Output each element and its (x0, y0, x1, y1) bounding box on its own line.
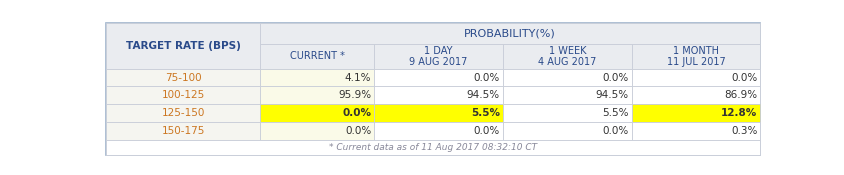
Text: 100-125: 100-125 (161, 90, 204, 100)
Bar (260, 122, 374, 140)
Text: 94.5%: 94.5% (595, 90, 628, 100)
Bar (502, 44, 631, 69)
Text: TARGET RATE (BPS): TARGET RATE (BPS) (126, 41, 241, 51)
Text: 0.0%: 0.0% (344, 126, 371, 136)
Bar (631, 44, 760, 69)
Bar (374, 44, 502, 69)
Bar (502, 122, 631, 140)
Bar (106, 104, 260, 122)
Bar (106, 140, 759, 155)
Bar (260, 44, 374, 69)
Bar (631, 122, 760, 140)
Text: 0.3%: 0.3% (730, 126, 756, 136)
Bar (631, 86, 760, 104)
Text: 0.0%: 0.0% (730, 73, 756, 83)
Text: 5.5%: 5.5% (470, 108, 500, 118)
Bar (260, 69, 374, 86)
Bar (106, 122, 260, 140)
Text: 125-150: 125-150 (161, 108, 204, 118)
Text: 150-175: 150-175 (161, 126, 204, 136)
Bar (260, 104, 374, 122)
Bar (260, 86, 374, 104)
Text: PROBABILITY(%): PROBABILITY(%) (463, 28, 555, 38)
Bar (374, 122, 502, 140)
Text: CURRENT *: CURRENT * (289, 51, 344, 61)
Text: 1 WEEK
4 AUG 2017: 1 WEEK 4 AUG 2017 (538, 46, 596, 67)
Bar (106, 69, 260, 86)
Bar (502, 69, 631, 86)
Text: 0.0%: 0.0% (602, 73, 628, 83)
Text: 1 MONTH
11 JUL 2017: 1 MONTH 11 JUL 2017 (666, 46, 724, 67)
Bar (502, 86, 631, 104)
Bar (260, 23, 759, 44)
Text: 95.9%: 95.9% (338, 90, 371, 100)
Text: 4.1%: 4.1% (344, 73, 371, 83)
Text: 1 DAY
9 AUG 2017: 1 DAY 9 AUG 2017 (409, 46, 468, 67)
Bar (374, 69, 502, 86)
Bar (631, 69, 760, 86)
Text: 75-100: 75-100 (165, 73, 201, 83)
Text: * Current data as of 11 Aug 2017 08:32:10 CT: * Current data as of 11 Aug 2017 08:32:1… (328, 143, 537, 152)
Bar (106, 86, 260, 104)
Text: 0.0%: 0.0% (473, 126, 500, 136)
Bar (374, 86, 502, 104)
Bar (631, 104, 760, 122)
Text: 94.5%: 94.5% (466, 90, 500, 100)
Bar (502, 104, 631, 122)
Text: 0.0%: 0.0% (602, 126, 628, 136)
Text: 12.8%: 12.8% (720, 108, 756, 118)
Text: 0.0%: 0.0% (473, 73, 500, 83)
Bar (374, 104, 502, 122)
Text: 5.5%: 5.5% (602, 108, 628, 118)
Text: 86.9%: 86.9% (723, 90, 756, 100)
Text: 0.0%: 0.0% (342, 108, 371, 118)
Bar (106, 23, 260, 69)
